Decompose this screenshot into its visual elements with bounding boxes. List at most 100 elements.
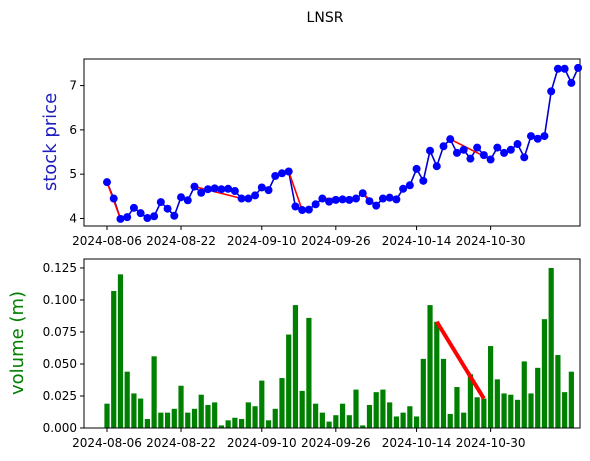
volume-bar [286, 334, 292, 428]
volume-bar [535, 367, 541, 428]
price-point [405, 181, 414, 190]
price-point [224, 184, 233, 193]
price-point [116, 214, 125, 223]
price-point [123, 213, 132, 222]
price-point [156, 198, 165, 207]
volume-bar [373, 392, 379, 428]
price-point [479, 151, 488, 160]
chart-title: LNSR [307, 10, 344, 26]
price-point [277, 169, 286, 178]
volume-bar [387, 402, 393, 428]
volume-bar [413, 416, 420, 428]
volume-bar [292, 305, 299, 428]
volume-bar [366, 404, 373, 428]
price-y-tick-label: 6 [69, 123, 77, 137]
volume-bar [185, 412, 191, 428]
volume-x-tick-label: 2024-08-22 [146, 436, 216, 450]
price-x-tick-label: 2024-10-30 [456, 234, 526, 248]
price-point [486, 155, 495, 164]
volume-bar [568, 371, 574, 428]
price-point [244, 194, 253, 203]
volume-bar [198, 394, 204, 428]
volume-bar [205, 404, 211, 428]
price-point [150, 212, 159, 221]
price-point [459, 145, 468, 154]
volume-bar [272, 408, 278, 428]
volume-panel: 0.000 0.025 0.050 0.075 0.100 0.125 2024-08-06… [43, 258, 581, 450]
price-point [318, 194, 327, 203]
volume-bar [158, 412, 164, 428]
price-point [540, 132, 549, 141]
price-point [271, 171, 280, 180]
price-point [399, 184, 408, 193]
volume-bar [171, 408, 177, 428]
volume-bar [420, 358, 426, 428]
price-point [311, 200, 320, 209]
price-x-tick-label: 2024-08-22 [146, 234, 216, 248]
price-point [203, 185, 212, 194]
price-point [439, 142, 448, 151]
price-point [426, 146, 435, 155]
volume-bar [259, 380, 265, 428]
price-point [264, 186, 273, 195]
volume-bar [501, 393, 507, 428]
price-axis-label: stock price [40, 93, 61, 191]
volume-bar [541, 319, 548, 428]
price-x-tick-label: 2024-10-14 [382, 234, 452, 248]
price-point [520, 153, 529, 162]
volume-bar [239, 419, 245, 428]
price-y-tick-label: 4 [69, 211, 77, 225]
volume-bar [252, 406, 258, 428]
price-point [109, 194, 118, 203]
volume-bar [111, 291, 117, 428]
price-point [136, 209, 145, 218]
price-point [183, 196, 192, 205]
volume-bar [164, 412, 171, 428]
price-point [500, 148, 509, 157]
price-point [170, 211, 179, 220]
price-trend-line [287, 171, 303, 211]
price-point [345, 195, 354, 204]
volume-x-tick-label: 2024-08-06 [72, 436, 142, 450]
volume-bar [528, 393, 534, 428]
price-x-tick-label: 2024-08-06 [72, 234, 142, 248]
price-plot-frame [83, 58, 581, 227]
volume-y-tick-label: 0.100 [43, 293, 77, 307]
volume-x-tick-label: 2024-09-10 [227, 436, 297, 450]
volume-bar [494, 379, 500, 428]
volume-bar [319, 412, 325, 428]
price-point [553, 64, 562, 73]
volume-bar [191, 408, 198, 428]
price-point [197, 188, 206, 197]
volume-bar [245, 402, 251, 428]
volume-bar [299, 390, 305, 428]
volume-bar [521, 361, 527, 428]
price-point [284, 167, 293, 176]
price-point [358, 189, 367, 198]
volume-bar [488, 346, 494, 428]
price-point [567, 78, 576, 87]
price-x-tick-label: 2024-09-10 [227, 234, 297, 248]
price-point [419, 176, 428, 185]
price-x-tick-label: 2024-09-26 [301, 234, 371, 248]
volume-y-tick-label: 0.125 [43, 261, 77, 275]
price-point [325, 197, 334, 206]
volume-bar [225, 420, 231, 428]
price-point [163, 204, 172, 213]
volume-bar [131, 393, 137, 428]
price-y-tick-label: 7 [69, 79, 77, 93]
volume-bar [400, 412, 406, 428]
price-point [177, 193, 186, 202]
volume-bar [481, 398, 487, 428]
volume-bar [548, 267, 554, 428]
volume-bar [326, 421, 332, 428]
volume-bar [440, 358, 447, 428]
price-panel: 4 5 6 7 2024-08-06 2024-08-22 2024-09-10 2024-0… [69, 58, 583, 248]
price-point [493, 143, 502, 152]
price-point [526, 132, 535, 141]
price-point [547, 87, 556, 96]
price-point [385, 193, 394, 202]
price-trend-line [194, 185, 242, 200]
price-point [560, 64, 569, 73]
